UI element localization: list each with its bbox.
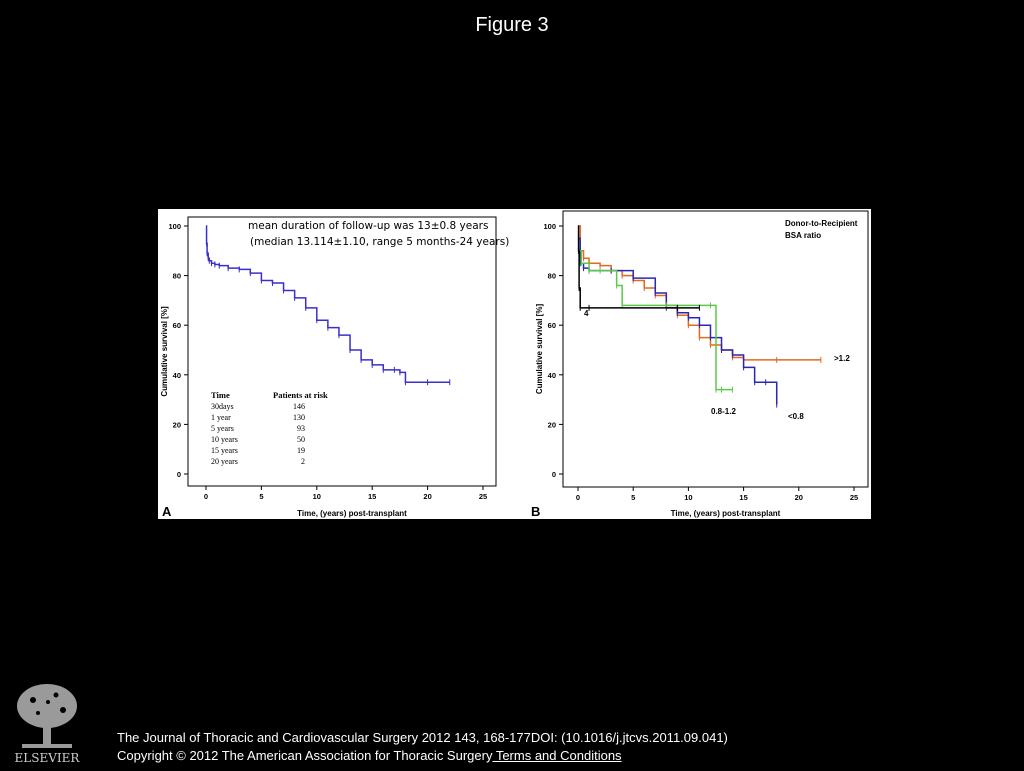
- risk-table-count: 2: [301, 457, 305, 466]
- risk-table-header: Patients at risk: [273, 390, 328, 400]
- y-tick-label: 60: [548, 321, 556, 330]
- series-label: 4: [584, 309, 589, 318]
- x-tick-label: 20: [423, 492, 431, 501]
- x-tick-label: 5: [631, 493, 635, 502]
- terms-link[interactable]: Terms and Conditions: [492, 748, 622, 763]
- risk-table-count: 19: [297, 446, 305, 455]
- plot-frame: [187, 216, 497, 487]
- x-tick-label: 25: [479, 492, 487, 501]
- risk-table-header: Time: [211, 390, 230, 400]
- y-tick-label: 40: [173, 371, 181, 380]
- risk-table-count: 130: [293, 413, 305, 422]
- x-tick-label: 0: [576, 493, 580, 502]
- y-tick-label: 40: [548, 371, 556, 380]
- risk-table-time: 20 years: [211, 457, 238, 466]
- figure-panels: 0 5 10 15 20 25 0 20 40 60 80 100 Time, (years) post…: [158, 209, 871, 519]
- series-label: <0.8: [788, 412, 804, 421]
- legend-title: BSA ratio: [785, 231, 821, 240]
- y-tick-label: 80: [173, 272, 181, 281]
- citation: The Journal of Thoracic and Cardiovascul…: [117, 729, 728, 765]
- y-axis-label: Cumulative survival [%]: [535, 304, 544, 395]
- panel-label: B: [531, 504, 540, 519]
- risk-table-count: 50: [297, 435, 305, 444]
- elsevier-wordmark: ELSEVIER: [15, 751, 81, 765]
- y-tick-label: 80: [548, 272, 556, 281]
- risk-table-count: 146: [293, 402, 305, 411]
- x-axis-label: Time, (years) post-transplant: [671, 509, 781, 518]
- elsevier-logo: ELSEVIER: [8, 680, 86, 766]
- risk-table-time: 5 years: [211, 424, 234, 433]
- series-line: [577, 225, 700, 309]
- panel-label: A: [162, 504, 172, 519]
- y-tick-label: 20: [173, 420, 181, 429]
- x-tick-label: 10: [684, 493, 692, 502]
- x-tick-label: 25: [850, 493, 858, 502]
- citation-copyright: Copyright © 2012 The American Associatio…: [117, 747, 728, 765]
- series-line: [578, 237, 778, 405]
- series-line: [205, 225, 450, 383]
- x-tick-label: 10: [313, 492, 321, 501]
- risk-table-count: 93: [297, 424, 305, 433]
- chart-subtitle: (median 13.114±1.10, range 5 months-24 y…: [250, 236, 509, 248]
- x-tick-label: 0: [204, 492, 208, 501]
- series-label: >1.2: [834, 354, 850, 363]
- y-tick-label: 100: [543, 222, 556, 231]
- legend-title: Donor-to-Recipient: [785, 219, 858, 228]
- x-tick-label: 20: [795, 493, 803, 502]
- risk-table-time: 10 years: [211, 435, 238, 444]
- figure-title: Figure 3: [475, 14, 549, 36]
- series-line: [578, 250, 733, 391]
- y-tick-label: 100: [168, 222, 181, 231]
- chart-title: mean duration of follow-up was 13±0.8 ye…: [248, 220, 488, 232]
- series-label: 0.8-1.2: [711, 407, 736, 416]
- x-tick-label: 5: [259, 492, 263, 501]
- risk-table-time: 15 years: [211, 446, 238, 455]
- x-tick-label: 15: [739, 493, 747, 502]
- y-tick-label: 0: [177, 470, 181, 479]
- risk-table-time: 30days: [211, 402, 234, 411]
- y-tick-label: 60: [173, 321, 181, 330]
- y-tick-label: 0: [552, 470, 556, 479]
- y-axis-label: Cumulative survival [%]: [160, 306, 169, 397]
- x-tick-label: 15: [368, 492, 376, 501]
- copyright-text: Copyright © 2012 The American Associatio…: [117, 748, 493, 763]
- risk-table-time: 1 year: [211, 413, 231, 422]
- citation-journal: The Journal of Thoracic and Cardiovascul…: [117, 730, 728, 745]
- plot-frame: [562, 210, 869, 488]
- x-axis-label: Time, (years) post-transplant: [297, 509, 407, 518]
- y-tick-label: 20: [548, 420, 556, 429]
